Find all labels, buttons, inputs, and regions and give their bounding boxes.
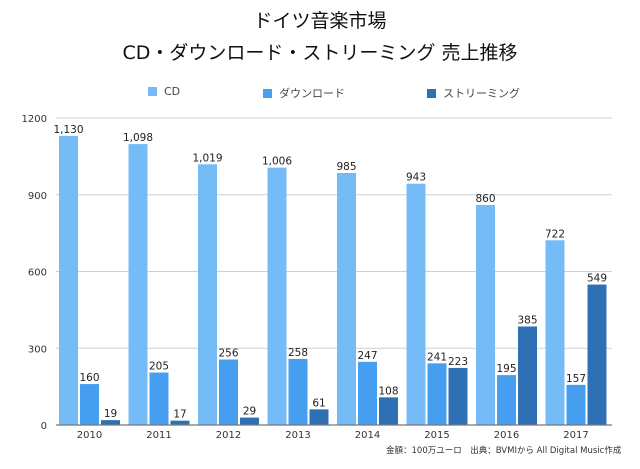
data-label: 17: [173, 409, 186, 421]
x-tick-label: 2016: [494, 430, 519, 441]
data-label: 549: [587, 273, 607, 285]
bar: [267, 167, 287, 426]
bar: [149, 372, 169, 425]
bar: [476, 204, 495, 425]
bar: [379, 397, 398, 425]
y-tick-label: 1200: [22, 114, 47, 125]
legend-swatch-streaming: [427, 88, 436, 98]
data-label: 61: [312, 397, 325, 409]
bar: [337, 173, 356, 425]
data-label: 19: [104, 408, 117, 420]
x-tick-label: 2015: [424, 430, 449, 441]
y-tick-label: 900: [28, 191, 47, 202]
data-label: 205: [149, 361, 169, 373]
bar: [518, 326, 537, 425]
data-label: 241: [427, 351, 447, 363]
y-tick-label: 600: [28, 268, 47, 279]
bar: [545, 240, 565, 425]
data-label: 1,006: [262, 156, 292, 168]
legend-label-cd: CD: [164, 85, 181, 98]
x-tick-label: 2013: [285, 430, 310, 441]
y-tick-label: 0: [41, 421, 47, 432]
x-tick-label: 2017: [563, 430, 588, 441]
bar: [427, 363, 447, 425]
bar: [288, 358, 308, 425]
data-label: 722: [545, 228, 565, 240]
bar: [358, 361, 377, 425]
x-tick-label: 2011: [146, 430, 171, 441]
data-label: 247: [357, 350, 377, 362]
bar: [587, 284, 607, 425]
chart-subtitle: CD・ダウンロード・ストリーミング 売上推移: [122, 42, 518, 64]
bar: [406, 183, 426, 425]
data-label: 1,019: [192, 152, 222, 164]
data-label: 108: [378, 385, 398, 397]
legend-item-streaming: ストリーミング: [427, 85, 520, 101]
bar: [566, 384, 586, 425]
bar: [497, 375, 516, 425]
y-tick-label: 300: [28, 344, 47, 355]
data-label: 385: [517, 315, 537, 327]
data-label: 860: [475, 193, 495, 205]
legend-item-cd: CD: [148, 85, 180, 98]
data-label: 256: [218, 348, 238, 360]
data-label: 943: [406, 172, 426, 184]
data-label: 258: [288, 347, 308, 359]
data-label: 223: [448, 356, 468, 368]
source-note: 金額：100万ユーロ 出典：BVMIから All Digital Music作成: [386, 446, 622, 456]
data-label: 1,098: [123, 132, 153, 144]
legend-swatch-download: [263, 88, 272, 98]
bar: [309, 409, 329, 425]
chart-title: ドイツ音楽市場: [253, 10, 387, 32]
legend-swatch-cd: [148, 87, 157, 96]
data-label: 985: [336, 161, 356, 173]
data-label: 157: [566, 373, 586, 385]
bar: [219, 359, 238, 425]
bar: [80, 384, 99, 425]
data-label: 195: [496, 363, 516, 375]
bar: [59, 135, 78, 426]
data-label: 29: [243, 406, 256, 418]
legend-label-streaming: ストリーミング: [443, 87, 520, 100]
bar: [448, 367, 468, 425]
legend-label-download: ダウンロード: [279, 87, 345, 100]
bar: [240, 417, 259, 425]
data-label: 160: [79, 372, 99, 384]
bar: [128, 144, 148, 425]
legend-item-download: ダウンロード: [263, 85, 345, 101]
x-tick-label: 2014: [355, 430, 380, 441]
data-label: 1,130: [53, 124, 83, 136]
x-tick-label: 2010: [77, 430, 102, 441]
x-tick-label: 2012: [216, 430, 241, 441]
bar: [198, 164, 217, 425]
bar: [101, 420, 120, 425]
bar: [170, 420, 190, 425]
